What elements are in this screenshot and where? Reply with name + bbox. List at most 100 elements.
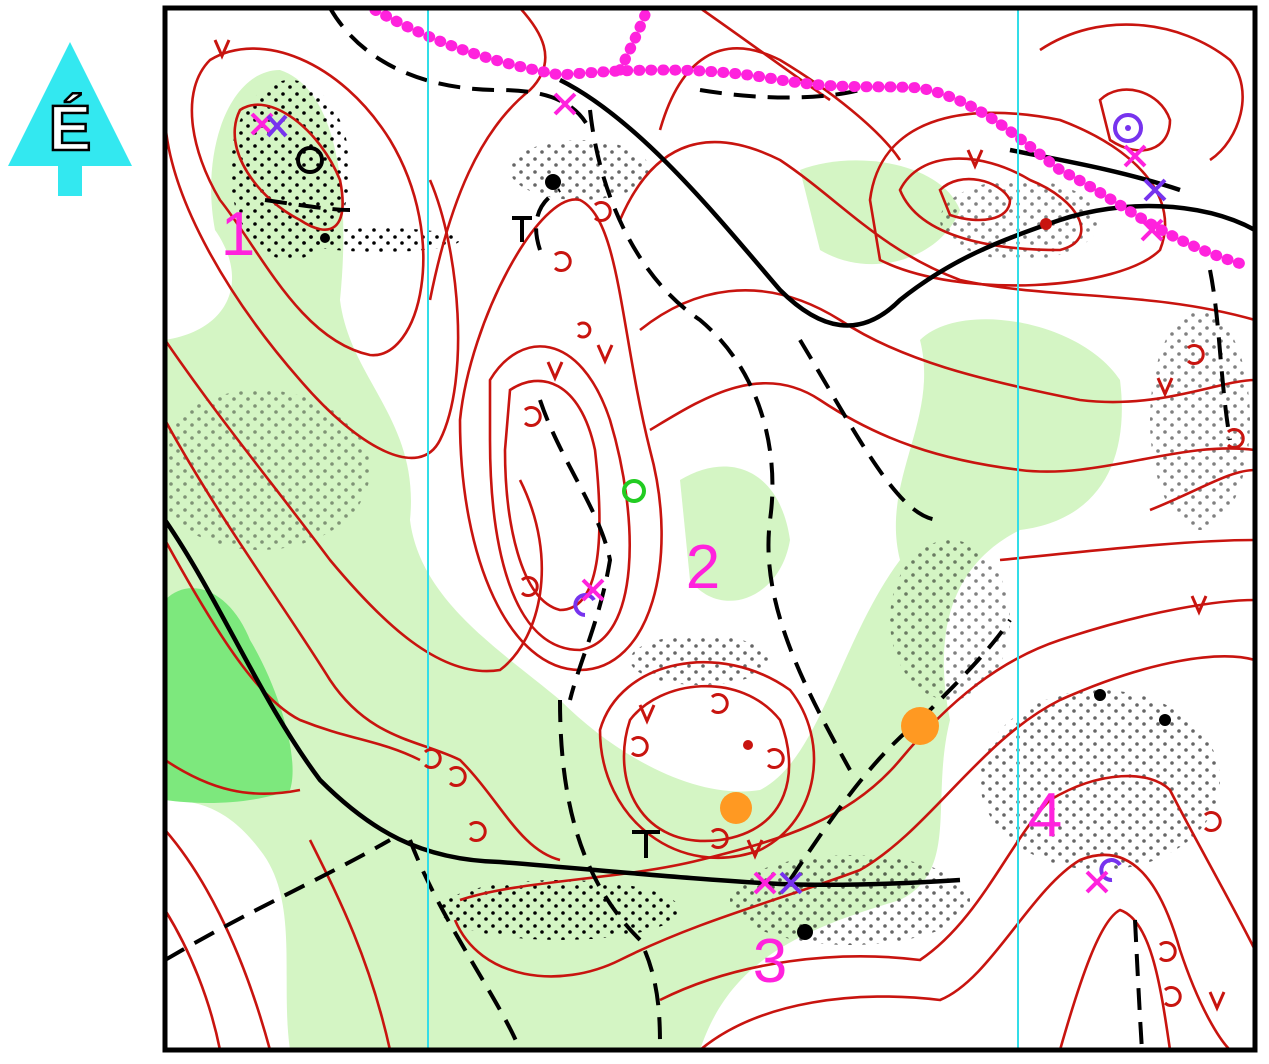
map-content <box>165 8 1255 1050</box>
contour <box>190 47 425 357</box>
point-features <box>296 113 1171 940</box>
control-number: 2 <box>686 533 720 602</box>
contour <box>1098 88 1172 152</box>
dots <box>165 390 370 550</box>
track <box>328 8 592 131</box>
ring <box>622 479 646 503</box>
light-green <box>800 160 960 265</box>
contours <box>165 8 1255 1050</box>
contour <box>233 103 344 231</box>
control-number: 1 <box>221 200 255 269</box>
light-green <box>680 466 790 601</box>
tower <box>512 216 660 858</box>
pit <box>1099 858 1122 882</box>
contour <box>699 853 1231 1050</box>
contour <box>453 655 1255 978</box>
cross <box>1143 178 1167 202</box>
contour <box>428 8 547 301</box>
depression <box>213 39 1226 1012</box>
track <box>1133 919 1144 1050</box>
orange-point <box>901 707 939 745</box>
boulder <box>545 174 561 190</box>
control-number: 4 <box>1028 781 1062 850</box>
track <box>264 198 351 212</box>
contour <box>459 598 1255 902</box>
contour <box>165 758 301 796</box>
ring-center <box>1125 125 1131 131</box>
cross <box>779 871 803 895</box>
boulder <box>797 924 813 940</box>
contour <box>165 119 460 460</box>
cross <box>1140 218 1164 242</box>
contour <box>458 198 663 672</box>
dots <box>300 228 460 252</box>
contour <box>618 140 1255 322</box>
contour <box>1058 908 1172 1050</box>
dots <box>630 635 770 685</box>
cross <box>1085 870 1109 894</box>
contour <box>639 289 1255 404</box>
map-frame <box>162 5 1258 1053</box>
track <box>408 839 522 1050</box>
contour <box>699 8 831 102</box>
contour <box>1149 468 1255 512</box>
arrow-head <box>8 42 132 166</box>
north-label: É <box>49 92 92 164</box>
boulder <box>320 233 330 243</box>
contour <box>938 177 1012 222</box>
contour <box>165 909 222 1050</box>
contour <box>488 345 632 652</box>
track <box>538 399 613 701</box>
cross <box>1123 144 1147 168</box>
track <box>1208 269 1232 441</box>
contour <box>622 684 791 843</box>
contour <box>658 47 902 161</box>
boulder <box>1094 689 1106 701</box>
arrow-stem <box>58 166 82 196</box>
forbidden-boundary <box>369 8 1251 271</box>
track <box>699 88 861 100</box>
cross <box>753 871 777 895</box>
contour <box>165 539 421 762</box>
dots <box>510 140 650 200</box>
control-numbers: 1 2 3 4 <box>221 200 1062 996</box>
dark-green <box>165 588 293 803</box>
orange-point <box>720 792 752 824</box>
contour <box>1039 23 1244 162</box>
dots <box>1150 310 1250 530</box>
control-number: 3 <box>753 927 787 996</box>
light-green <box>165 70 1122 1050</box>
track <box>165 838 391 962</box>
ring <box>296 146 324 174</box>
pit <box>423 201 1245 1007</box>
cross <box>266 114 288 138</box>
contour <box>649 382 1255 473</box>
track <box>588 109 852 771</box>
dots <box>940 180 1100 260</box>
cross <box>553 92 577 116</box>
road <box>165 518 961 888</box>
crosses <box>250 92 1167 895</box>
track <box>558 699 662 1050</box>
road <box>1009 147 1181 193</box>
contour <box>308 839 392 1050</box>
contour <box>659 774 1255 1002</box>
boulder <box>1159 714 1171 726</box>
knoll <box>743 740 753 750</box>
cross <box>581 578 605 602</box>
contour <box>165 829 272 1050</box>
contour <box>999 538 1255 562</box>
contour <box>898 157 1083 252</box>
vegetation <box>165 70 1122 1050</box>
dots <box>440 880 680 940</box>
track <box>798 338 941 522</box>
rocky-ground <box>165 80 1250 945</box>
north-arrow: É <box>8 42 132 196</box>
contour <box>165 419 561 862</box>
contour <box>503 379 601 612</box>
dots <box>890 540 1010 700</box>
terrain-symbols <box>213 39 1245 1012</box>
track <box>534 188 561 251</box>
